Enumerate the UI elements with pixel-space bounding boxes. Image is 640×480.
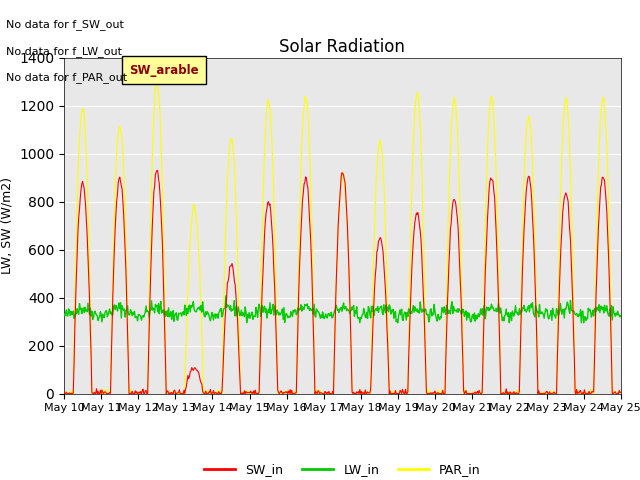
- LW_in: [60, 311, 68, 317]
- LW_in: [184, 311, 192, 316]
- PAR_in: [153, 79, 161, 84]
- Text: No data for f_PAR_out: No data for f_PAR_out: [6, 72, 127, 83]
- Y-axis label: LW, SW (W/m2): LW, SW (W/m2): [1, 177, 13, 274]
- SW_in: [71, 324, 79, 330]
- FancyBboxPatch shape: [122, 56, 206, 84]
- SW_in: [61, 391, 68, 396]
- SW_in: [128, 388, 136, 394]
- Line: SW_in: SW_in: [64, 170, 621, 394]
- SW_in: [428, 390, 436, 396]
- LW_in: [222, 293, 230, 299]
- LW_in: [617, 313, 625, 319]
- SW_in: [153, 168, 161, 173]
- PAR_in: [412, 99, 419, 105]
- Line: PAR_in: PAR_in: [64, 82, 621, 394]
- SW_in: [60, 390, 68, 396]
- PAR_in: [428, 391, 436, 396]
- SW_in: [186, 373, 193, 379]
- PAR_in: [128, 391, 136, 396]
- SW_in: [617, 389, 625, 395]
- LW_in: [127, 310, 135, 315]
- LW_in: [214, 312, 221, 317]
- Legend: SW_in, LW_in, PAR_in: SW_in, LW_in, PAR_in: [199, 458, 486, 480]
- PAR_in: [186, 252, 193, 257]
- LW_in: [356, 320, 364, 326]
- LW_in: [428, 313, 436, 319]
- LW_in: [412, 308, 419, 313]
- LW_in: [70, 315, 78, 321]
- Text: No data for f_SW_out: No data for f_SW_out: [6, 19, 124, 30]
- Line: LW_in: LW_in: [64, 296, 621, 323]
- PAR_in: [63, 391, 70, 396]
- Text: No data for f_LW_out: No data for f_LW_out: [6, 46, 122, 57]
- PAR_in: [71, 302, 79, 308]
- Title: Solar Radiation: Solar Radiation: [280, 38, 405, 56]
- PAR_in: [617, 390, 625, 396]
- Text: SW_arable: SW_arable: [129, 63, 199, 76]
- SW_in: [412, 215, 419, 221]
- SW_in: [215, 389, 223, 395]
- PAR_in: [60, 389, 68, 395]
- PAR_in: [215, 391, 223, 396]
